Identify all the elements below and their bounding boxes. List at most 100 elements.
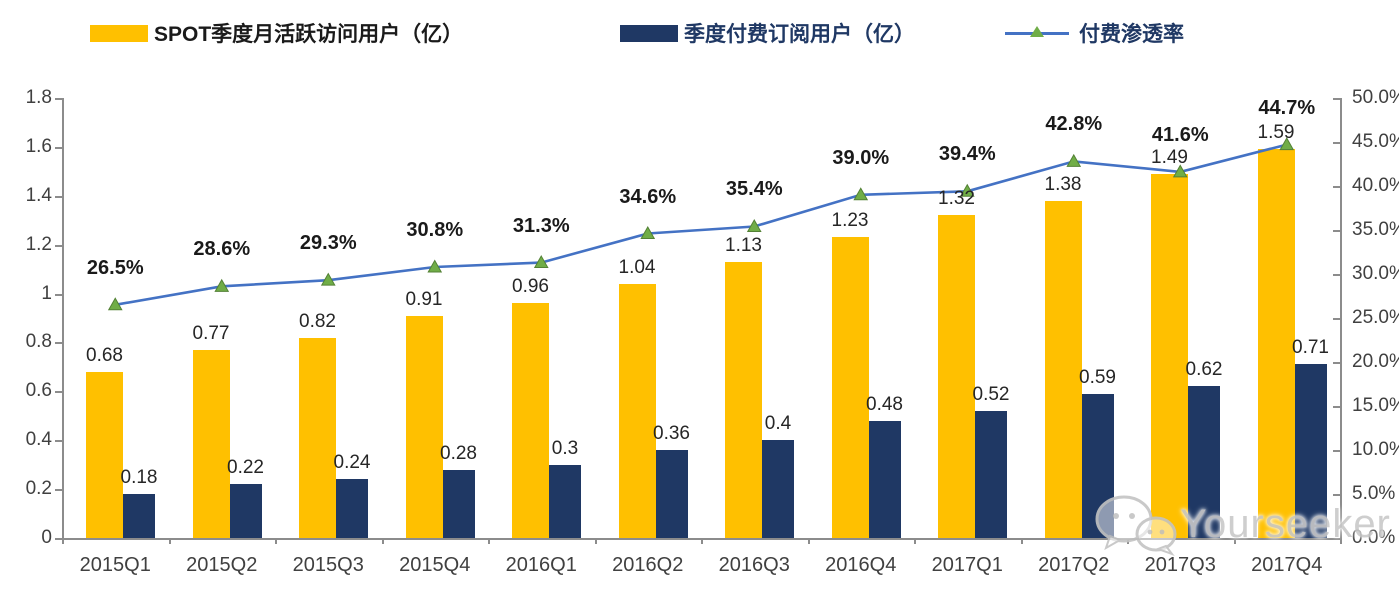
penetration-label: 34.6% — [619, 185, 677, 208]
penetration-label: 31.3% — [512, 214, 570, 237]
x-axis-tick — [1340, 538, 1342, 544]
right-axis-tick-label: 0.0% — [1352, 527, 1396, 548]
right-axis-tick-label: 25.0% — [1352, 307, 1399, 328]
penetration-label: 28.6% — [193, 238, 251, 261]
left-axis-tick — [55, 195, 62, 198]
left-axis-tick-label: 1.4 — [25, 184, 52, 206]
penetration-label: 39.4% — [938, 143, 996, 166]
mau-bar-swatch-icon — [90, 24, 148, 42]
right-axis-tick — [1333, 98, 1340, 100]
bar-label-paid: 0.36 — [653, 423, 690, 444]
bar-label-mau: 1.32 — [938, 188, 975, 210]
x-axis-tick — [381, 538, 384, 544]
legend-item-paid: 季度付费订阅用户（亿） — [620, 18, 915, 48]
x-axis-category-label: 2017Q2 — [1038, 554, 1110, 576]
x-axis-tick — [168, 538, 171, 544]
left-axis-tick-label: 0 — [41, 527, 52, 548]
right-axis-tick-label: 45.0% — [1352, 131, 1399, 152]
x-axis-tick — [275, 538, 277, 544]
bar-label-paid: 0.3 — [551, 437, 579, 459]
bar-paid-2016Q2 — [655, 450, 688, 538]
right-axis-tick-label: 20.0% — [1352, 351, 1399, 372]
right-axis-tick-label: 30.0% — [1352, 263, 1399, 284]
penetration-label: 39.0% — [832, 146, 890, 169]
bar-paid-2017Q1 — [975, 410, 1007, 538]
x-axis-category-label: 2017Q1 — [931, 554, 1003, 576]
line-marker-swatch-icon — [1005, 25, 1069, 41]
bar-mau-2017Q2 — [1044, 200, 1082, 538]
bar-paid-2017Q4 — [1294, 364, 1327, 538]
x-axis-category-label: 2015Q4 — [399, 554, 471, 576]
right-axis-tick-label: 10.0% — [1352, 439, 1399, 460]
penetration-label: 29.3% — [299, 232, 357, 255]
legend-label-paid: 季度付费订阅用户（亿） — [684, 23, 915, 46]
bar-mau-2015Q3 — [299, 337, 336, 538]
watermark-text: Yourseeker — [1180, 501, 1391, 546]
x-axis-tick — [807, 538, 810, 544]
bar-label-paid: 0.4 — [764, 413, 792, 435]
right-axis-tick — [1333, 450, 1340, 452]
penetration-label: 30.8% — [406, 218, 464, 241]
penetration-label: 41.6% — [1151, 123, 1209, 146]
bar-label-mau: 0.68 — [86, 344, 123, 366]
x-axis-category-label: 2015Q3 — [292, 554, 364, 576]
penetration-label: 44.7% — [1258, 96, 1316, 119]
left-axis-tick-label: 0.8 — [25, 331, 52, 353]
left-axis-tick-label: 1.2 — [25, 233, 52, 255]
bar-paid-2015Q4 — [442, 469, 475, 538]
x-axis-tick — [914, 538, 916, 544]
x-axis-category-label: 2015Q1 — [79, 554, 151, 576]
x-axis-category-label: 2016Q2 — [612, 554, 684, 576]
bar-paid-2016Q3 — [762, 440, 794, 538]
bar-paid-2015Q3 — [336, 479, 368, 538]
bar-label-paid: 0.52 — [972, 383, 1010, 405]
x-axis-category-label: 2016Q4 — [825, 554, 897, 576]
x-axis-tick — [594, 538, 597, 544]
penetration-label: 26.5% — [86, 256, 144, 279]
x-axis-category-label: 2016Q1 — [505, 554, 577, 576]
bar-mau-2016Q4 — [831, 237, 869, 538]
bar-label-mau: 0.82 — [299, 310, 336, 332]
bar-label-paid: 0.28 — [440, 442, 477, 464]
left-axis-tick — [55, 146, 62, 149]
left-axis-tick-label: 1 — [41, 282, 52, 304]
bar-paid-2016Q4 — [868, 420, 901, 538]
x-axis-category-label: 2017Q3 — [1144, 554, 1216, 576]
x-axis-category-label: 2015Q2 — [186, 554, 258, 576]
x-axis-tick — [62, 538, 64, 544]
bar-label-mau: 0.91 — [405, 288, 443, 310]
bar-label-paid: 0.71 — [1292, 337, 1329, 359]
legend-label-mau: SPOT季度月活跃访问用户（亿） — [154, 23, 464, 46]
left-axis-tick — [55, 440, 62, 443]
left-axis-tick-label: 0.6 — [25, 380, 52, 402]
right-axis-tick-label: 15.0% — [1352, 395, 1399, 416]
bar-label-mau: 0.77 — [192, 322, 230, 344]
left-axis-tick — [55, 391, 62, 394]
bar-label-paid: 0.18 — [120, 467, 158, 488]
x-axis-tick — [701, 538, 703, 544]
legend-label-penetration: 付费渗透率 — [1079, 23, 1184, 46]
bar-mau-2015Q1 — [86, 371, 123, 538]
bar-label-mau: 1.13 — [725, 234, 762, 256]
x-axis-category-label: 2017Q4 — [1251, 554, 1323, 576]
penetration-label: 35.4% — [725, 178, 783, 201]
left-axis-tick — [55, 98, 62, 100]
left-axis-tick-label: 1.6 — [25, 135, 52, 157]
bar-paid-2015Q1 — [123, 494, 155, 538]
wechat-icon — [1095, 495, 1177, 556]
right-axis-tick-label: 40.0% — [1352, 175, 1399, 196]
left-axis-tick — [55, 244, 62, 247]
x-axis-tick — [488, 538, 490, 544]
bar-paid-2016Q1 — [549, 464, 581, 538]
right-axis-tick — [1333, 274, 1340, 276]
x-axis-tick — [1233, 538, 1236, 544]
right-axis-tick-label: 5.0% — [1352, 483, 1396, 504]
right-axis-tick — [1333, 538, 1340, 540]
bar-label-paid: 0.24 — [333, 452, 371, 474]
bar-mau-2016Q2 — [618, 283, 656, 538]
left-axis-tick — [55, 489, 62, 492]
bar-mau-2016Q1 — [512, 303, 549, 538]
bar-label-paid: 0.22 — [227, 457, 264, 479]
